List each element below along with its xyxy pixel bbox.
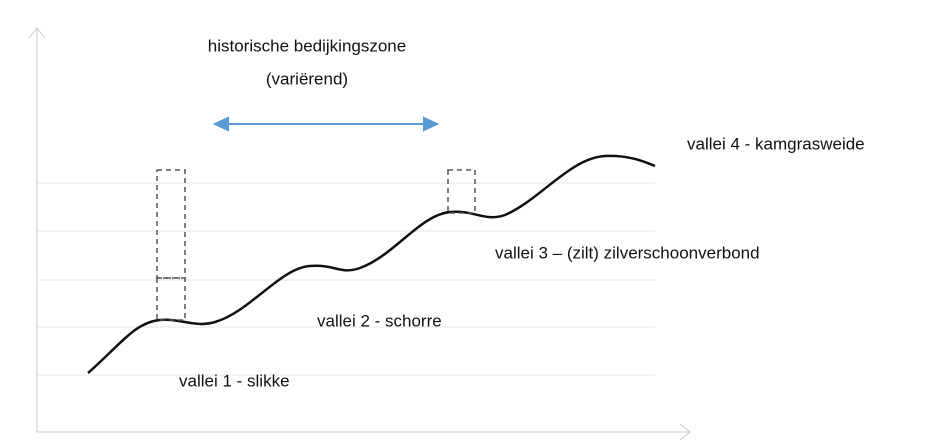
zone-label: vallei 2 - schorre	[317, 311, 442, 330]
terrain-curve	[87, 154, 656, 374]
dashed-box	[156, 169, 186, 279]
grid-lines	[37, 182, 655, 376]
zone-label: vallei 4 - kamgrasweide	[687, 134, 865, 153]
title-line: historische bedijkingszone	[208, 36, 406, 55]
double-arrow	[212, 116, 440, 132]
x-axis	[37, 423, 691, 441]
title-line: (variërend)	[266, 69, 348, 88]
dashed-box	[156, 277, 186, 321]
zone-label: vallei 3 – (zilt) zilverschoonverbond	[495, 243, 760, 262]
zone-label: vallei 1 - slikke	[179, 371, 290, 390]
dashed-box	[447, 169, 476, 214]
y-axis	[28, 27, 46, 432]
